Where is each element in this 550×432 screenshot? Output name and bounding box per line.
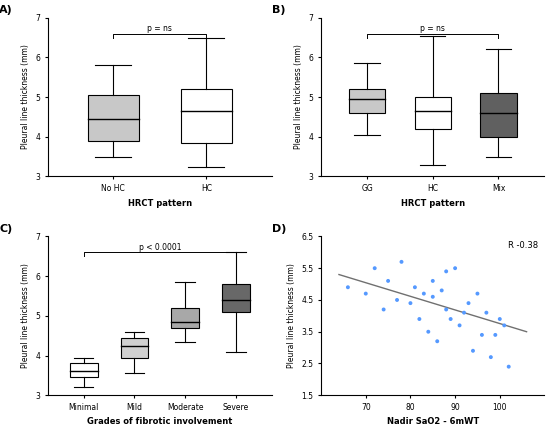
Bar <box>349 89 385 113</box>
Point <box>397 258 406 265</box>
X-axis label: Grades of fibrotic involvement: Grades of fibrotic involvement <box>87 417 233 426</box>
Text: p < 0.0001: p < 0.0001 <box>139 242 181 251</box>
Point <box>469 347 477 354</box>
Point <box>384 277 393 284</box>
Y-axis label: Pleural line thickness (mm): Pleural line thickness (mm) <box>21 44 30 149</box>
X-axis label: HRCT pattern: HRCT pattern <box>401 199 465 208</box>
Bar <box>88 95 139 141</box>
Point <box>450 265 459 272</box>
Point <box>460 309 469 316</box>
X-axis label: Nadir SaO2 - 6mWT: Nadir SaO2 - 6mWT <box>387 417 479 426</box>
Text: C): C) <box>0 224 12 234</box>
Bar <box>120 338 148 358</box>
Bar <box>70 363 98 378</box>
Point <box>393 296 402 303</box>
Point <box>491 331 500 338</box>
X-axis label: HRCT pattern: HRCT pattern <box>128 199 192 208</box>
Point <box>428 293 437 300</box>
Point <box>433 338 442 345</box>
Text: D): D) <box>272 224 287 234</box>
Point <box>442 306 450 313</box>
Text: R -0.38: R -0.38 <box>508 241 538 250</box>
Bar <box>480 93 516 137</box>
Point <box>344 284 353 291</box>
Bar <box>171 308 199 328</box>
Y-axis label: Pleural line thickness (mm): Pleural line thickness (mm) <box>294 44 303 149</box>
Point <box>455 322 464 329</box>
Point <box>428 277 437 284</box>
Text: p = ns: p = ns <box>147 24 172 33</box>
Point <box>500 322 509 329</box>
Point <box>437 287 446 294</box>
Point <box>473 290 482 297</box>
Text: p = ns: p = ns <box>420 24 445 33</box>
Point <box>415 315 424 322</box>
Point <box>477 331 486 338</box>
Point <box>379 306 388 313</box>
Y-axis label: Pleural line thickness (mm): Pleural line thickness (mm) <box>21 264 30 368</box>
Point <box>442 268 450 275</box>
Point <box>482 309 491 316</box>
Point <box>464 300 473 307</box>
Text: A): A) <box>0 5 13 15</box>
Point <box>446 315 455 322</box>
Point <box>361 290 370 297</box>
Bar <box>222 284 250 312</box>
Point <box>406 300 415 307</box>
Text: B): B) <box>272 5 285 15</box>
Bar <box>415 97 451 129</box>
Point <box>486 354 495 361</box>
Y-axis label: Pleural line thickness (mm): Pleural line thickness (mm) <box>287 264 296 368</box>
Point <box>420 290 428 297</box>
Point <box>496 315 504 322</box>
Point <box>370 265 379 272</box>
Point <box>424 328 433 335</box>
Point <box>410 284 419 291</box>
Bar <box>181 89 232 143</box>
Point <box>504 363 513 370</box>
